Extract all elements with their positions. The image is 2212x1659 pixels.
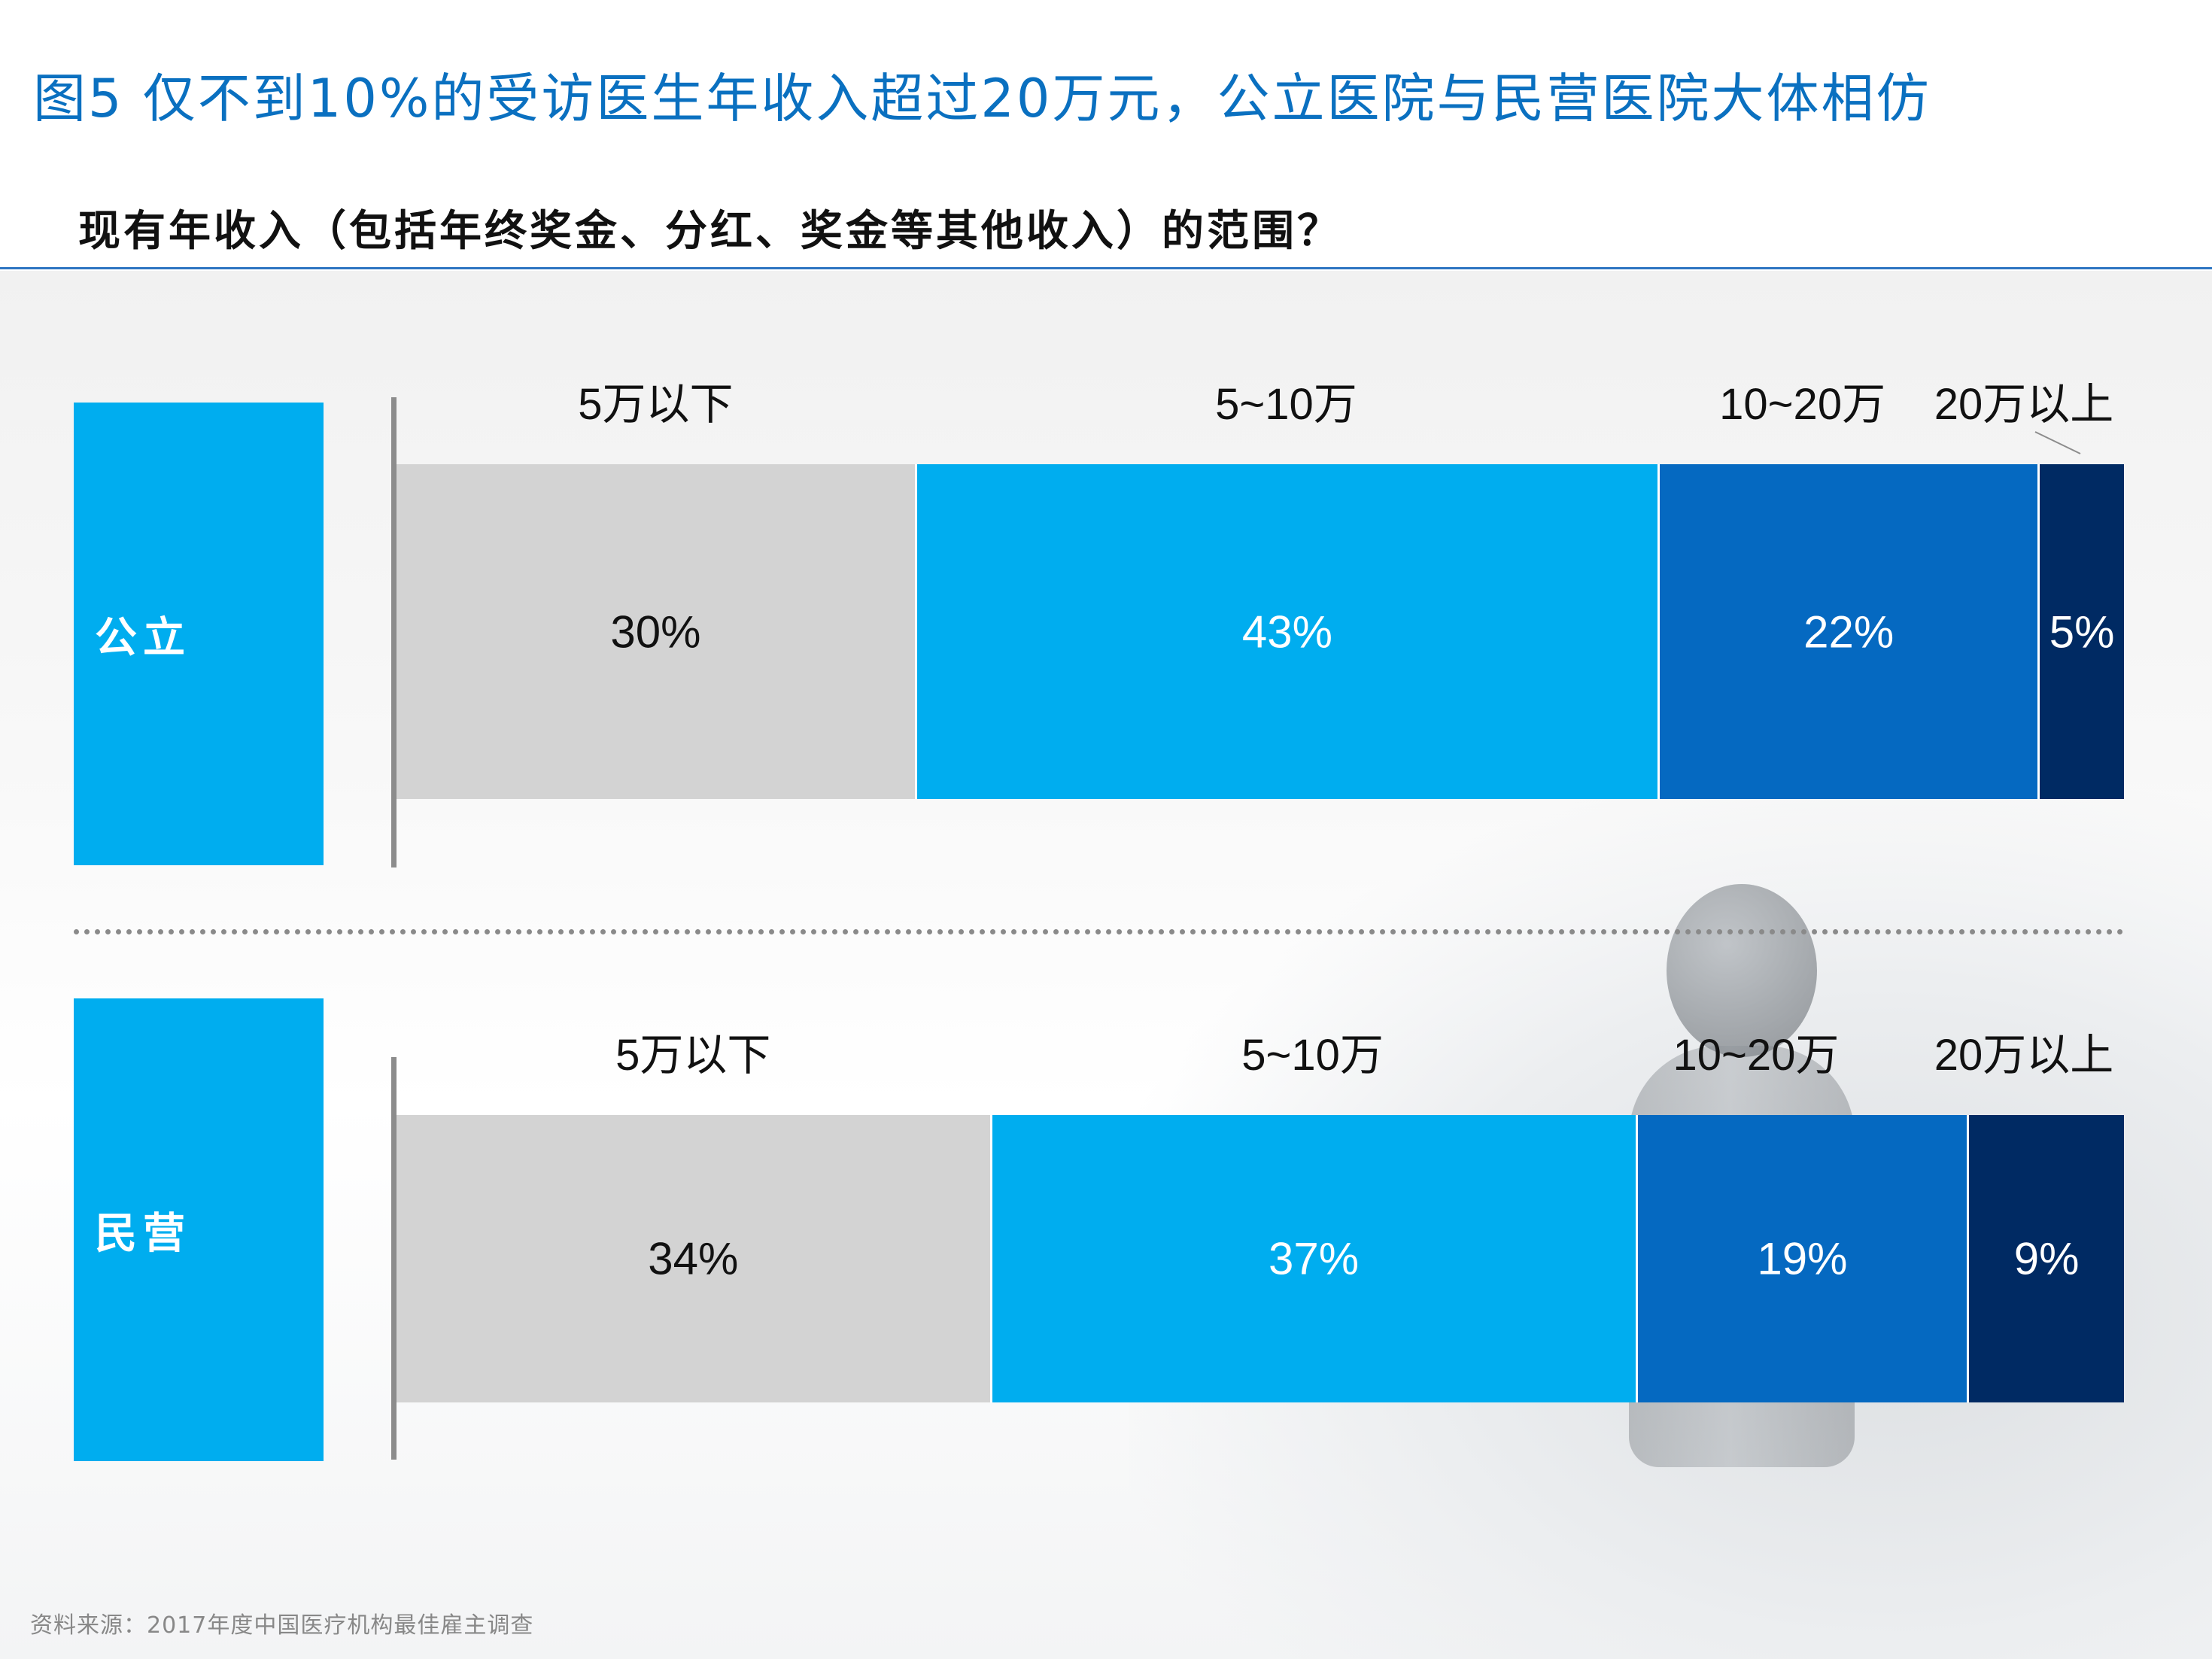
page-title: 图5 仅不到10%的受访医生年收入超过20万元，公立医院与民营医院大体相仿 — [33, 68, 1931, 129]
category-block-public: 公立 — [74, 403, 324, 865]
bar-segment-10-20: 22% — [1657, 464, 2038, 799]
category-header-below-5: 5万以下 — [578, 380, 734, 429]
bar-segment-below-5: 34% — [397, 1115, 990, 1402]
question-subtitle: 现有年收入（包括年终奖金、分红、奖金等其他收入）的范围？ — [78, 207, 1342, 256]
segment-value-label: 43% — [1241, 606, 1332, 657]
segment-value-label: 37% — [1269, 1233, 1360, 1284]
category-header-above-20: 20万以上 — [1934, 380, 2114, 429]
panel-divider — [74, 929, 2124, 934]
bar-segment-5-10: 43% — [914, 464, 1658, 799]
title-divider — [0, 267, 2212, 269]
source-note: 资料来源：2017年度中国医疗机构最佳雇主调查 — [30, 1612, 534, 1639]
segment-value-label: 5% — [2049, 606, 2115, 657]
category-header-5-10: 5~10万 — [1241, 1031, 1384, 1080]
segment-value-label: 22% — [1803, 606, 1894, 657]
category-header-10-20: 10~20万 — [1719, 380, 1886, 429]
segment-value-label: 9% — [2013, 1233, 2080, 1284]
segment-value-label: 19% — [1757, 1233, 1848, 1284]
category-header-5-10: 5~10万 — [1215, 380, 1357, 429]
category-header-10-20: 10~20万 — [1673, 1031, 1840, 1080]
bar-segment-below-5: 30% — [397, 464, 915, 799]
bar-segment-10-20: 19% — [1635, 1115, 1967, 1402]
axis-line-public — [391, 397, 397, 867]
bar-segment-5-10: 37% — [989, 1115, 1636, 1402]
axis-line-private — [391, 1057, 397, 1460]
bar-segment-above-20: 5% — [2037, 464, 2124, 799]
category-label-public: 公立 — [95, 613, 191, 662]
stacked-bar-private: 34% 37% 19% 9% — [397, 1115, 2124, 1402]
segment-value-label: 30% — [610, 606, 701, 657]
category-header-below-5: 5万以下 — [615, 1031, 771, 1080]
category-label-private: 民营 — [95, 1209, 191, 1258]
category-header-above-20: 20万以上 — [1934, 1031, 2114, 1080]
category-block-private: 民营 — [74, 998, 324, 1461]
stacked-bar-public: 30% 43% 22% 5% — [397, 464, 2124, 799]
chess-pawn-head-image — [1667, 884, 1817, 1057]
segment-value-label: 34% — [648, 1233, 739, 1284]
bar-segment-above-20: 9% — [1967, 1115, 2124, 1402]
